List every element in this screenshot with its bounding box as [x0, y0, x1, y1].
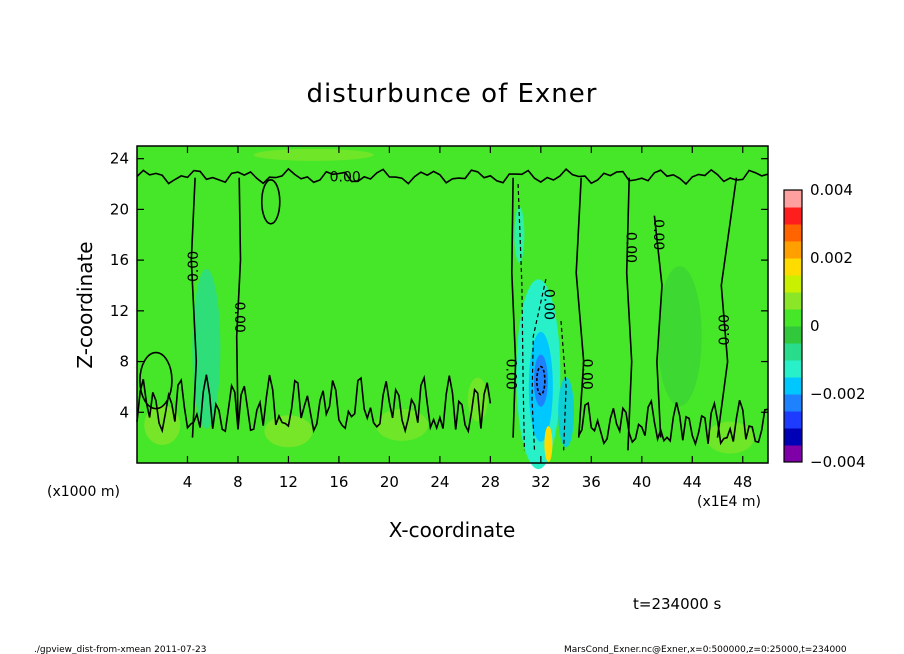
- colorbar-tick-label: −0.004: [810, 453, 866, 471]
- y-tick-label: 12: [110, 302, 129, 320]
- contour-negative-0: [517, 183, 525, 451]
- contour-label: 0.00: [330, 170, 361, 186]
- contour-label: 0.00: [231, 302, 247, 333]
- x-tick-label: 28: [481, 473, 500, 491]
- x-tick-label: 16: [329, 473, 348, 491]
- contour-zero-lower-left: [136, 374, 492, 434]
- y-axis: 4 8 12 16 20 24: [110, 150, 768, 421]
- contour-label: 0.00: [578, 359, 594, 390]
- colorbar-swatch: [784, 292, 802, 310]
- colorbar-swatch: [784, 428, 802, 446]
- y-tick-label: 24: [110, 150, 129, 168]
- x-axis-label: X-coordinate: [389, 518, 516, 542]
- contour-zero-vertical-5: [653, 215, 663, 438]
- y-tick-label: 16: [110, 251, 129, 269]
- field-region-6: [544, 425, 553, 462]
- x-unit-label: (x1E4 m): [697, 494, 761, 510]
- x-tick-label: 8: [233, 473, 243, 491]
- x-tick-label: 12: [279, 473, 298, 491]
- contour-zero-lower-right: [577, 398, 769, 447]
- colorbar-swatch: [784, 445, 802, 463]
- contour-label: 0.00: [650, 219, 666, 250]
- contour-label: 0.00: [622, 232, 638, 263]
- contour-label: 0.00: [717, 314, 733, 345]
- x-tick-label: 32: [531, 473, 550, 491]
- contour-negative-2: [560, 320, 567, 451]
- colorbar-swatch: [784, 411, 802, 429]
- contour-label: 0.00: [186, 251, 202, 282]
- y-tick-label: 20: [110, 200, 129, 218]
- colorbar: 0.004 0.002 0 −0.002 −0.004: [783, 181, 866, 471]
- contour-zero-loop-0: [260, 178, 281, 225]
- colorbar-swatch: [784, 326, 802, 344]
- contour-zero-vertical-0: [190, 177, 198, 438]
- footer-right: MarsCond_Exner.nc@Exner,x=0:500000,z=0:2…: [564, 645, 847, 654]
- x-axis: 4 8 12 16 20 24 28 32 36 40 44 48: [183, 146, 752, 491]
- contour-label: 0.00: [540, 289, 556, 320]
- field-region-8: [264, 415, 313, 448]
- contour-zero-vertical-1: [235, 177, 242, 426]
- chart-title: disturbunce of Exner: [307, 79, 598, 109]
- contour-zero-vertical-2: [510, 177, 517, 438]
- y-unit-label: (x1000 m): [47, 484, 120, 500]
- field-region-11: [657, 266, 702, 407]
- x-tick-label: 36: [582, 473, 601, 491]
- y-tick-label: 4: [119, 403, 129, 421]
- field-region-9: [376, 408, 429, 441]
- plot-background: [137, 146, 768, 463]
- x-tick-label: 48: [733, 473, 752, 491]
- field-region-13: [253, 148, 374, 161]
- x-tick-label: 44: [683, 473, 702, 491]
- field-region-7: [144, 404, 181, 445]
- plot-area: 0.00 0.00 0.00 0.00 0.00 0.00 0.00 0.00 0.00: [136, 145, 769, 470]
- colorbar-swatch: [784, 224, 802, 242]
- colorbar-swatch: [784, 377, 802, 395]
- colorbar-tick-label: −0.002: [810, 385, 866, 403]
- x-tick-label: 4: [183, 473, 193, 491]
- contour-zero-vertical-3: [575, 177, 585, 438]
- footer-left: ./gpview_dist-from-xmean 2011-07-23: [34, 645, 206, 654]
- x-tick-label: 40: [632, 473, 651, 491]
- colorbar-swatch: [784, 241, 802, 259]
- contour-zero-vertical-4: [625, 177, 633, 451]
- contour-negative-1: [531, 278, 547, 451]
- field-region-3: [533, 354, 548, 407]
- plot-frame: [136, 145, 769, 464]
- colorbar-swatch: [784, 343, 802, 361]
- field-region-5: [514, 206, 525, 263]
- colorbar-swatch: [784, 275, 802, 293]
- colorbar-swatch: [784, 190, 802, 208]
- x-tick-label: 24: [430, 473, 449, 491]
- contour-negative-core: [536, 365, 546, 396]
- y-axis-label: Z-coordinate: [73, 241, 97, 368]
- x-tick-label: 20: [380, 473, 399, 491]
- colorbar-frame: [783, 189, 803, 463]
- y-tick-label: 8: [119, 353, 129, 371]
- colorbar-tick-label: 0.002: [810, 249, 853, 267]
- colorbar-swatch: [784, 394, 802, 412]
- field-region-4: [558, 377, 575, 448]
- colorbar-swatch: [784, 309, 802, 327]
- field-region-0: [192, 268, 221, 429]
- contour-zero-vertical-6: [716, 177, 738, 438]
- contour-label: 0.00: [503, 359, 519, 390]
- contour-zero-upper: [136, 167, 769, 186]
- colorbar-tick-label: 0: [810, 317, 820, 335]
- colorbar-swatch: [784, 258, 802, 276]
- colorbar-tick-label: 0.004: [810, 181, 853, 199]
- time-label: t=234000 s: [633, 595, 721, 613]
- colorbar-swatch: [784, 207, 802, 225]
- contour-zero-loop-1: [139, 351, 173, 410]
- colorbar-swatch: [784, 360, 802, 378]
